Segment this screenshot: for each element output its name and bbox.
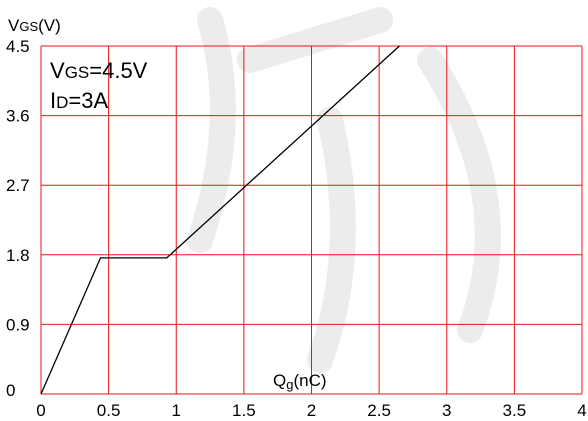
x-axis-title-sub: g [286,377,293,392]
x-axis-title-main: Q [273,371,286,390]
y-tick-label: 0.9 [6,315,30,334]
y-tick-label: 0 [6,381,15,400]
annotation-id-sub: D [56,93,68,112]
annotation-id: ID=3A [50,88,108,113]
x-axis-title-unit: (nC) [293,371,326,390]
x-tick-label: 3 [442,401,451,420]
grid [40,45,583,395]
y-axis-title-main: V [8,16,20,35]
series-line [40,45,400,395]
y-axis-title: VGS(V) [8,16,61,35]
series-group [40,45,400,395]
annotation-id-value: =3A [68,88,108,113]
x-tick-label: 0.5 [97,401,121,420]
watermark [187,7,501,373]
y-tick-label: 2.7 [6,176,30,195]
y-tick-label: 3.6 [6,107,30,126]
x-tick-label: 4 [577,401,586,420]
y-tick-labels: 0 0.9 1.8 2.7 3.6 4.5 [6,37,30,400]
x-tick-label: 1 [172,401,181,420]
annotation-vgs-main: V [50,58,65,83]
x-tick-label: 2.5 [367,401,391,420]
x-tick-label: 1.5 [232,401,256,420]
x-tick-labels: 0 0.5 1 1.5 2 2.5 3 3.5 4 [36,401,586,420]
x-tick-label: 3.5 [503,401,527,420]
x-axis-title: Qg(nC) [273,371,327,392]
annotation-vgs-sub: GS [65,63,90,82]
annotation-id-main: I [50,88,56,113]
x-tick-label: 2 [307,401,316,420]
x-tick-label: 0 [36,401,45,420]
annotation-vgs: VGS=4.5V [50,58,148,83]
y-axis-title-unit: (V) [38,16,61,35]
annotation-vgs-value: =4.5V [89,58,147,83]
y-tick-label: 4.5 [6,37,30,56]
y-axis-title-sub: GS [19,19,38,34]
y-tick-label: 1.8 [6,246,30,265]
